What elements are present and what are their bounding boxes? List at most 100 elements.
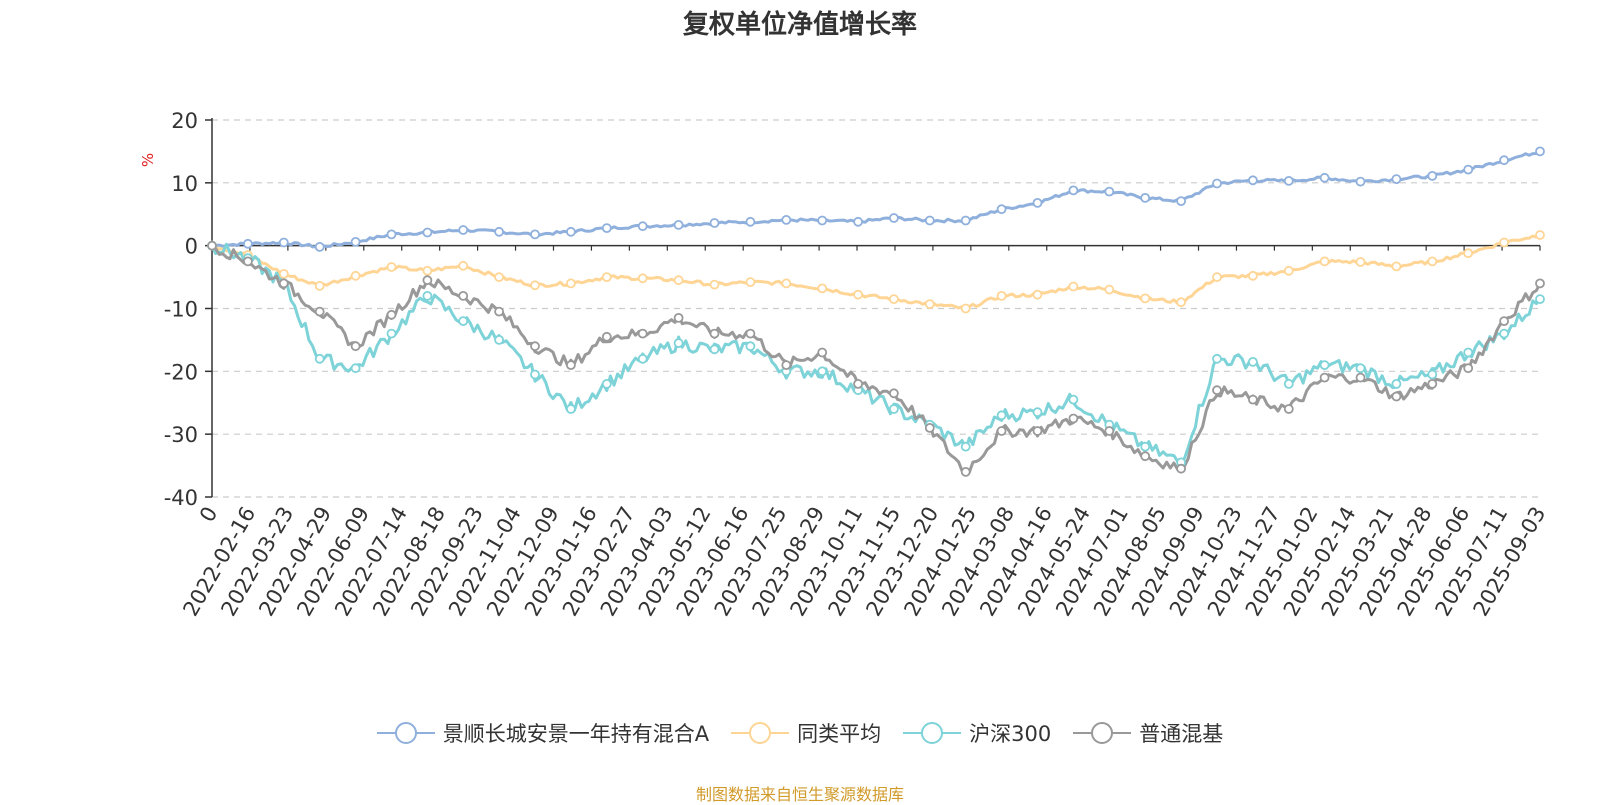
- data-point-marker[interactable]: [709, 328, 720, 339]
- data-point-marker[interactable]: [494, 226, 505, 237]
- data-point-marker[interactable]: [1176, 463, 1186, 474]
- data-point-marker[interactable]: [673, 275, 684, 286]
- data-point-marker[interactable]: [1499, 316, 1509, 327]
- data-point-marker[interactable]: [1212, 178, 1222, 189]
- data-point-marker[interactable]: [242, 256, 253, 267]
- data-point-marker[interactable]: [996, 204, 1007, 215]
- data-point-marker[interactable]: [458, 316, 469, 327]
- data-point-marker[interactable]: [1283, 378, 1294, 389]
- data-point-marker[interactable]: [422, 265, 433, 276]
- data-point-marker[interactable]: [1104, 186, 1115, 197]
- data-point-marker[interactable]: [1427, 378, 1438, 389]
- data-point-marker[interactable]: [1391, 378, 1402, 389]
- data-point-marker[interactable]: [494, 272, 505, 283]
- data-point-marker[interactable]: [494, 306, 505, 317]
- data-point-marker[interactable]: [1032, 197, 1043, 208]
- data-point-marker[interactable]: [637, 221, 648, 232]
- data-point-marker[interactable]: [601, 272, 612, 283]
- data-point-marker[interactable]: [207, 240, 217, 251]
- data-point-marker[interactable]: [1355, 257, 1366, 267]
- data-point-marker[interactable]: [1212, 353, 1222, 364]
- data-point-marker[interactable]: [1427, 256, 1438, 267]
- data-point-marker[interactable]: [1140, 451, 1151, 462]
- data-point-marker[interactable]: [924, 422, 935, 433]
- data-point-marker[interactable]: [314, 241, 325, 252]
- data-point-marker[interactable]: [996, 410, 1007, 421]
- data-point-marker[interactable]: [350, 270, 361, 281]
- data-point-marker[interactable]: [1032, 407, 1043, 418]
- data-point-marker[interactable]: [1140, 293, 1151, 304]
- data-point-marker[interactable]: [1176, 196, 1186, 207]
- data-point-marker[interactable]: [889, 294, 899, 305]
- data-point-marker[interactable]: [386, 229, 397, 240]
- data-point-marker[interactable]: [601, 378, 612, 389]
- legend-item-csi300[interactable]: 沪深300: [903, 718, 1051, 748]
- data-point-marker[interactable]: [601, 223, 612, 234]
- data-point-marker[interactable]: [745, 216, 756, 227]
- data-point-marker[interactable]: [1283, 404, 1294, 414]
- data-point-marker[interactable]: [996, 290, 1007, 301]
- data-point-marker[interactable]: [1499, 328, 1509, 339]
- data-point-marker[interactable]: [1535, 146, 1545, 157]
- data-point-marker[interactable]: [1535, 294, 1545, 305]
- data-point-marker[interactable]: [278, 278, 289, 289]
- data-point-marker[interactable]: [1463, 248, 1474, 259]
- data-point-marker[interactable]: [1319, 172, 1330, 183]
- data-point-marker[interactable]: [637, 273, 648, 284]
- data-point-marker[interactable]: [1248, 270, 1258, 281]
- data-point-marker[interactable]: [494, 334, 505, 345]
- data-point-marker[interactable]: [673, 312, 684, 323]
- data-point-marker[interactable]: [1248, 394, 1258, 405]
- data-point-marker[interactable]: [817, 215, 828, 226]
- data-point-marker[interactable]: [530, 369, 540, 380]
- data-point-marker[interactable]: [566, 226, 576, 237]
- data-point-marker[interactable]: [1355, 363, 1366, 374]
- data-point-marker[interactable]: [1068, 185, 1079, 196]
- data-point-marker[interactable]: [781, 278, 792, 289]
- data-point-marker[interactable]: [745, 277, 756, 288]
- data-point-marker[interactable]: [458, 225, 469, 235]
- data-point-marker[interactable]: [314, 353, 325, 364]
- data-point-marker[interactable]: [566, 404, 576, 414]
- data-point-marker[interactable]: [853, 289, 863, 300]
- data-point-marker[interactable]: [1535, 278, 1545, 289]
- data-point-marker[interactable]: [314, 280, 325, 291]
- legend-item-peer-average[interactable]: 同类平均: [731, 718, 881, 748]
- data-point-marker[interactable]: [1427, 170, 1438, 181]
- data-point-marker[interactable]: [1463, 347, 1474, 358]
- data-point-marker[interactable]: [745, 328, 756, 339]
- data-point-marker[interactable]: [1535, 230, 1545, 240]
- data-point-marker[interactable]: [637, 328, 648, 339]
- data-point-marker[interactable]: [817, 366, 828, 377]
- data-point-marker[interactable]: [1283, 175, 1294, 186]
- data-point-marker[interactable]: [960, 303, 971, 314]
- data-point-marker[interactable]: [924, 215, 935, 226]
- data-point-marker[interactable]: [709, 218, 720, 228]
- data-point-marker[interactable]: [278, 237, 289, 248]
- data-point-marker[interactable]: [1427, 369, 1438, 380]
- data-point-marker[interactable]: [781, 214, 792, 225]
- data-point-marker[interactable]: [530, 280, 540, 291]
- data-point-marker[interactable]: [889, 213, 899, 223]
- data-point-marker[interactable]: [422, 290, 433, 301]
- data-point-marker[interactable]: [1355, 176, 1366, 187]
- data-point-marker[interactable]: [1499, 155, 1509, 166]
- data-point-marker[interactable]: [530, 341, 540, 352]
- data-point-marker[interactable]: [1248, 356, 1258, 367]
- data-point-marker[interactable]: [1355, 372, 1366, 383]
- data-point-marker[interactable]: [1283, 265, 1294, 276]
- data-point-marker[interactable]: [422, 227, 433, 238]
- data-point-marker[interactable]: [889, 404, 899, 414]
- data-point-marker[interactable]: [1248, 175, 1258, 186]
- data-point-marker[interactable]: [458, 260, 469, 271]
- data-point-marker[interactable]: [601, 331, 612, 342]
- data-point-marker[interactable]: [530, 229, 540, 240]
- data-point-marker[interactable]: [1391, 391, 1402, 402]
- data-point-marker[interactable]: [242, 238, 253, 249]
- data-point-marker[interactable]: [960, 441, 971, 452]
- data-point-marker[interactable]: [853, 216, 863, 227]
- legend-item-fund[interactable]: 景顺长城安景一年持有混合A: [376, 718, 709, 748]
- data-point-marker[interactable]: [673, 338, 684, 349]
- data-point-marker[interactable]: [1032, 426, 1043, 436]
- data-point-marker[interactable]: [350, 363, 361, 374]
